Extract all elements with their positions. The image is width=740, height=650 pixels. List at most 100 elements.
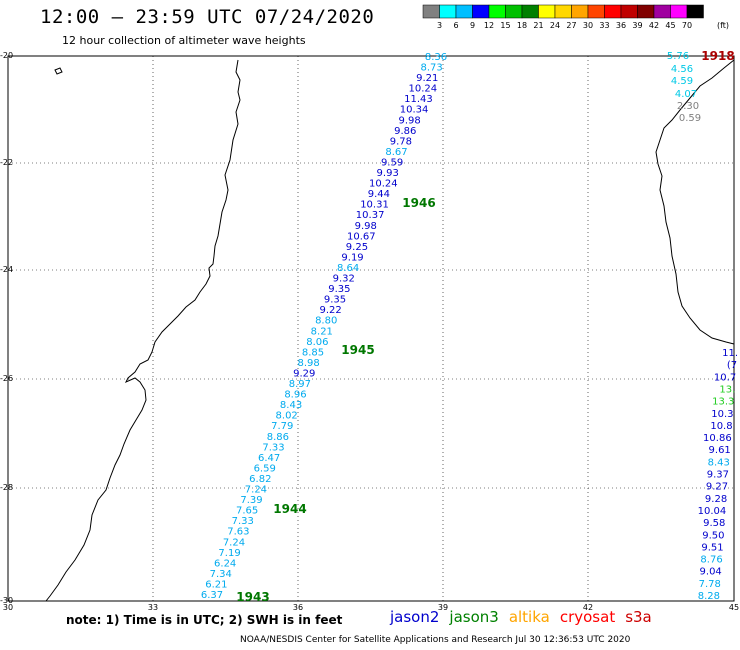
jason3-track-labels: 8.368.739.2110.2411.4310.349.989.869.788… xyxy=(201,52,447,601)
east-track-bottom-labels: 11.(710.713. 13.310.310.810.869.618.43 9.3… xyxy=(698,348,738,602)
satellite-name: jason3 xyxy=(449,608,499,626)
legend-swatch xyxy=(571,4,589,19)
wave-height-label: 7.34 xyxy=(210,569,232,580)
pass-time-label: 1946 xyxy=(402,196,435,210)
wave-height-label: 6.37 xyxy=(201,590,223,601)
wave-height-label: 8.96 xyxy=(284,390,306,401)
wave-height-label: 8.28 xyxy=(698,591,720,602)
wave-height-label: 7.33 xyxy=(232,516,254,527)
wave-height-label: 7.19 xyxy=(218,548,240,559)
wave-height-label: 10.34 xyxy=(400,105,429,116)
satellite-name: jason2 xyxy=(390,608,440,626)
wave-height-label: 8.21 xyxy=(311,326,333,337)
legend-level: 39 xyxy=(632,21,643,30)
wave-height-label: 8.02 xyxy=(276,411,298,422)
wave-height-label: 9.19 xyxy=(341,252,363,263)
legend-swatch xyxy=(604,4,622,19)
legend-level: 33 xyxy=(599,21,610,30)
legend-level: 18 xyxy=(516,21,528,30)
legend-level: 6 xyxy=(453,21,459,30)
wave-height-label: 9.29 xyxy=(293,368,315,379)
satellite-name: altika xyxy=(508,608,550,626)
wave-height-label: 10.04 xyxy=(698,506,727,517)
wave-height-label: 9.04 xyxy=(700,567,722,578)
wave-height-label: 9.61 xyxy=(709,445,731,456)
lat-tick: -24 xyxy=(0,265,14,274)
wave-height-label: 10.31 xyxy=(360,200,389,211)
wave-height-label: 6.82 xyxy=(249,474,271,485)
wave-height-label: 10.86 xyxy=(703,433,732,444)
legend-swatch xyxy=(521,4,539,19)
wave-height-label: 10.24 xyxy=(409,84,438,95)
legend-level: 27 xyxy=(566,21,577,30)
wave-height-label: 9.21 xyxy=(416,73,438,84)
lat-tick: -26 xyxy=(0,374,14,383)
legend-swatch xyxy=(620,4,638,19)
wave-height-label: 9.27 xyxy=(706,482,728,493)
wave-height-label: 7.78 xyxy=(699,579,721,590)
pass-time-labels: 1946 1945 1944 1943 1918 xyxy=(236,49,734,604)
legend-level: 36 xyxy=(615,21,627,30)
legend-swatch xyxy=(686,4,704,19)
wave-height-label: 0.59 xyxy=(679,113,701,124)
wave-height-label: 4.59 xyxy=(671,76,693,87)
legend-level: 42 xyxy=(648,21,660,30)
wave-height-label: 10.67 xyxy=(347,231,376,242)
wave-height-label: 8.86 xyxy=(267,432,289,443)
wave-height-label: 11.43 xyxy=(404,94,433,105)
coastline-islet xyxy=(54,67,63,75)
credit-line: NOAA/NESDIS Center for Satellite Applica… xyxy=(240,635,631,645)
lat-tick: -30 xyxy=(0,596,14,605)
wave-height-label: 8.36 xyxy=(425,52,447,63)
legend-level: 9 xyxy=(469,21,476,30)
wave-height-label: 9.37 xyxy=(707,470,729,481)
wave-height-label: 9.22 xyxy=(319,305,341,316)
legend-swatch xyxy=(488,4,506,19)
wave-height-label: 10.3 xyxy=(711,409,733,420)
wave-height-label: 9.32 xyxy=(333,274,355,285)
wave-height-label: 11. xyxy=(722,348,738,359)
legend-level: 70 xyxy=(681,21,693,30)
wave-height-label: 9.44 xyxy=(368,189,390,200)
wave-height-label: 9.78 xyxy=(390,136,412,147)
wave-height-label: 8.67 xyxy=(385,147,407,158)
wave-height-label: 9.59 xyxy=(381,157,403,168)
wave-height-label: 9.35 xyxy=(324,295,346,306)
wave-height-label: 9.86 xyxy=(394,126,416,137)
lon-tick: 33 xyxy=(147,603,159,612)
pass-time-label: 1944 xyxy=(273,502,306,516)
wave-height-label: 8.80 xyxy=(315,316,337,327)
wave-height-label: 8.73 xyxy=(420,63,442,74)
wave-height-label: 7.39 xyxy=(240,495,262,506)
lon-tick: 39 xyxy=(437,603,449,612)
wave-height-label: 10.8 xyxy=(710,421,732,432)
wave-height-label: 7.24 xyxy=(245,485,267,496)
legend-swatch xyxy=(538,4,556,19)
lat-tick: -28 xyxy=(0,483,14,492)
satellite-legend: jason2 jason3 altika cryosat s3a xyxy=(390,608,662,626)
wave-height-label: 7.79 xyxy=(271,421,293,432)
satellite-name: s3a xyxy=(625,608,652,626)
wave-height-label: 9.98 xyxy=(355,221,377,232)
wave-height-label: 9.93 xyxy=(377,168,399,179)
wave-height-label: 10.37 xyxy=(356,210,385,221)
wave-height-label: 9.51 xyxy=(701,542,723,553)
wave-height-label: 8.85 xyxy=(302,347,324,358)
wave-height-label: 9.25 xyxy=(346,242,368,253)
wave-height-label: 8.98 xyxy=(297,358,319,369)
legend-swatch xyxy=(505,4,523,19)
legend-level: 21 xyxy=(533,21,544,30)
satellite-name: cryosat xyxy=(559,608,616,626)
wave-height-label: 9.58 xyxy=(703,518,725,529)
coastline-africa xyxy=(45,59,241,602)
wave-height-label: 8.43 xyxy=(708,457,730,468)
legend-swatch xyxy=(637,4,655,19)
legend-level: 24 xyxy=(549,21,561,30)
map-frame xyxy=(7,55,735,602)
wave-height-label: 6.59 xyxy=(254,463,276,474)
legend-swatch xyxy=(653,4,671,19)
legend-level: 45 xyxy=(665,21,676,30)
map-subtitle: 12 hour collection of altimeter wave hei… xyxy=(62,34,306,47)
wave-height-label: 8.06 xyxy=(306,337,328,348)
wave-height-label: 6.24 xyxy=(214,558,236,569)
